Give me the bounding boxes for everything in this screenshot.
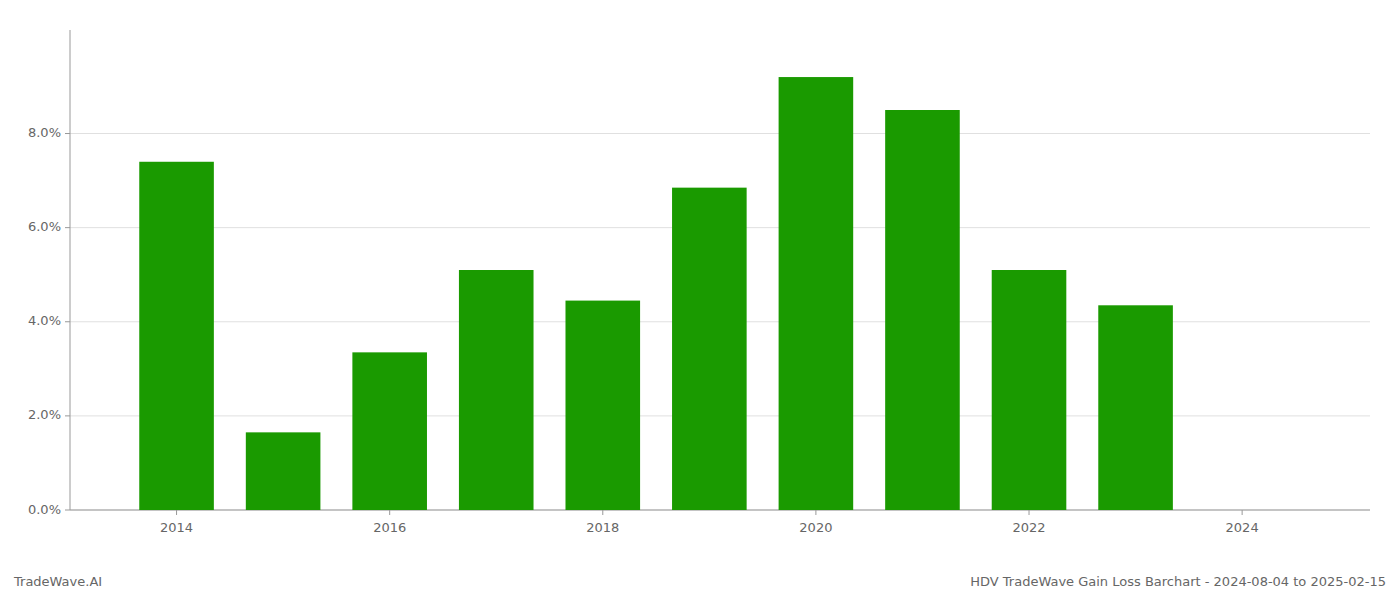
y-tick-label: 6.0% <box>28 219 61 234</box>
bar <box>1098 305 1173 510</box>
x-tick <box>1242 510 1243 515</box>
chart-title: HDV TradeWave Gain Loss Barchart - 2024-… <box>970 574 1386 589</box>
y-axis-line <box>70 30 71 510</box>
y-tick-label: 8.0% <box>28 125 61 140</box>
footer-annotation: TradeWave.AI <box>13 574 102 589</box>
x-tick-label: 2020 <box>799 520 832 535</box>
grid <box>70 134 1370 510</box>
x-tick-label: 2024 <box>1226 520 1259 535</box>
x-tick-label: 2016 <box>373 520 406 535</box>
y-tick <box>65 133 70 134</box>
axes: 0.0% 2.0% 4.0% 6.0% 8.0% 2014 2016 2018 2020 2022… <box>28 30 1370 535</box>
x-tick-label: 2018 <box>586 520 619 535</box>
bar <box>779 77 854 510</box>
y-tick-label: 2.0% <box>28 407 61 422</box>
bars <box>139 77 1173 510</box>
x-tick <box>176 510 177 515</box>
bar <box>672 188 747 510</box>
bar <box>885 110 960 510</box>
y-tick <box>65 510 70 511</box>
y-tick <box>65 415 70 416</box>
bar <box>459 270 534 510</box>
y-tick <box>65 227 70 228</box>
bar <box>565 301 640 510</box>
x-tick <box>602 510 603 515</box>
x-tick-label: 2022 <box>1012 520 1045 535</box>
grid-line <box>70 133 1370 134</box>
bar <box>246 432 321 510</box>
bar <box>992 270 1067 510</box>
chart-svg: 0.0% 2.0% 4.0% 6.0% 8.0% 2014 2016 2018 2020 2022… <box>0 0 1400 600</box>
bar <box>139 162 214 510</box>
x-tick <box>1029 510 1030 515</box>
x-tick <box>815 510 816 515</box>
chart-container: 0.0% 2.0% 4.0% 6.0% 8.0% 2014 2016 2018 2020 2022… <box>0 0 1400 600</box>
bar <box>352 352 427 510</box>
x-tick <box>389 510 390 515</box>
y-tick <box>65 321 70 322</box>
y-tick-label: 4.0% <box>28 313 61 328</box>
x-tick-label: 2014 <box>160 520 193 535</box>
y-tick-label: 0.0% <box>28 502 61 517</box>
